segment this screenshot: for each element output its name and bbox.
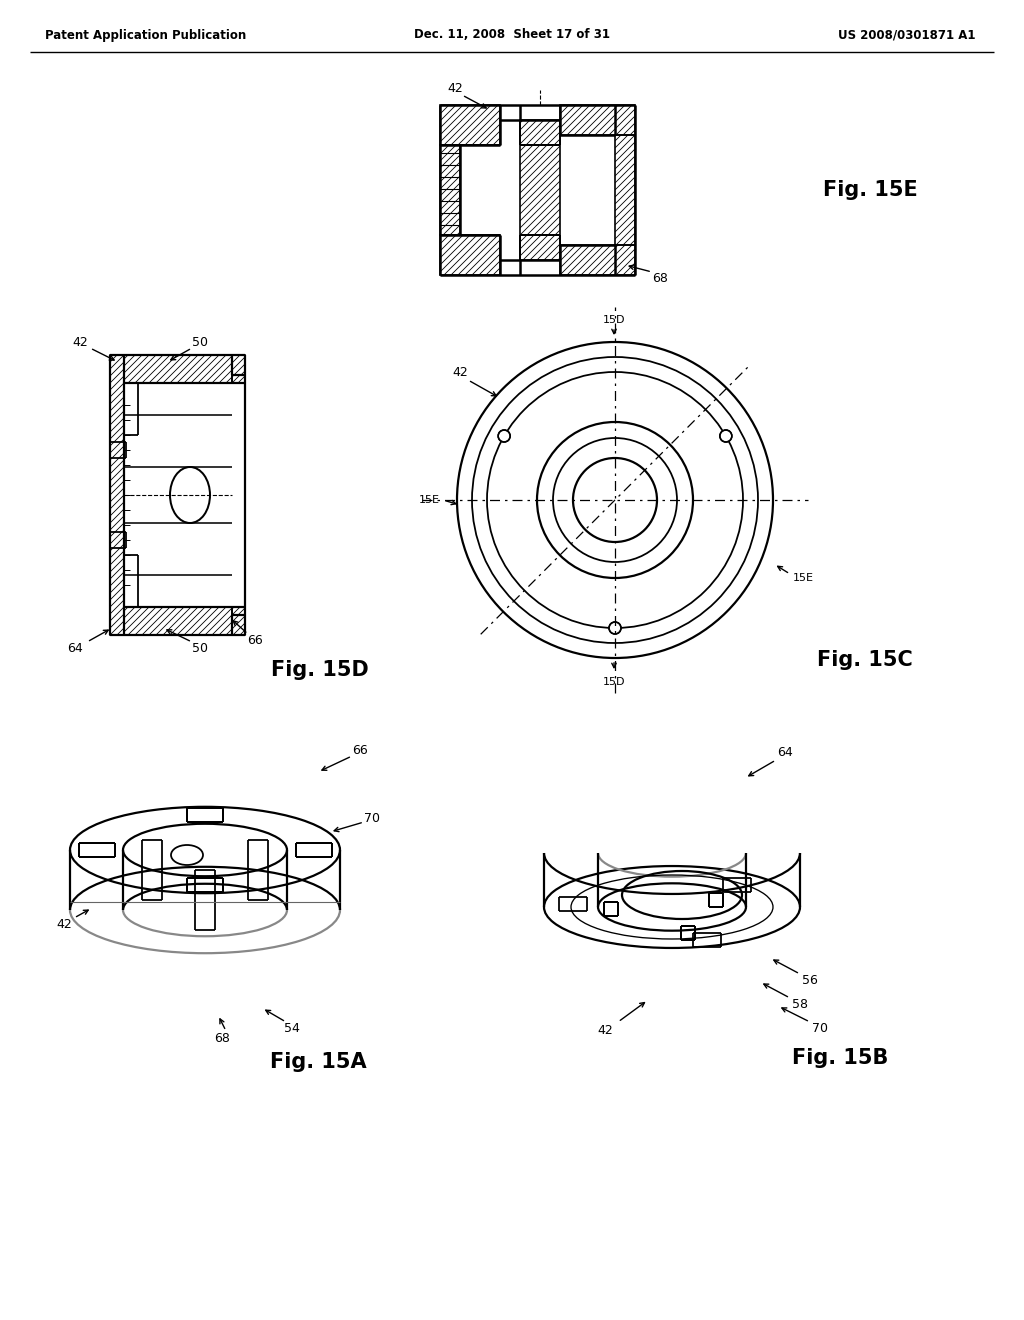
Text: 15D: 15D	[603, 315, 626, 325]
Text: 50: 50	[193, 335, 208, 348]
Text: 64: 64	[777, 746, 793, 759]
Text: 66: 66	[247, 634, 263, 647]
Text: Fig. 15D: Fig. 15D	[271, 660, 369, 680]
Text: 64: 64	[68, 642, 83, 655]
Text: Fig. 15C: Fig. 15C	[817, 649, 912, 671]
Text: Fig. 15B: Fig. 15B	[792, 1048, 888, 1068]
Text: 15E: 15E	[793, 573, 814, 583]
Text: Patent Application Publication: Patent Application Publication	[45, 29, 246, 41]
Text: 58: 58	[792, 998, 808, 1011]
Text: 42: 42	[453, 366, 468, 379]
Text: 50: 50	[193, 642, 208, 655]
Ellipse shape	[498, 430, 510, 442]
Text: 15D: 15D	[603, 677, 626, 686]
Text: 68: 68	[652, 272, 668, 285]
Text: US 2008/0301871 A1: US 2008/0301871 A1	[838, 29, 975, 41]
Text: 42: 42	[447, 82, 463, 95]
Text: 70: 70	[812, 1022, 828, 1035]
Text: 66: 66	[352, 743, 368, 756]
Text: 15E: 15E	[419, 495, 440, 506]
Ellipse shape	[720, 430, 732, 442]
Ellipse shape	[609, 622, 621, 634]
Text: 68: 68	[214, 1031, 230, 1044]
Text: 42: 42	[597, 1023, 613, 1036]
Text: Fig. 15E: Fig. 15E	[822, 180, 918, 201]
Text: Dec. 11, 2008  Sheet 17 of 31: Dec. 11, 2008 Sheet 17 of 31	[414, 29, 610, 41]
Text: 42: 42	[56, 917, 72, 931]
Text: 42: 42	[72, 335, 88, 348]
Text: 56: 56	[802, 974, 818, 986]
Text: 70: 70	[364, 812, 380, 825]
Text: 54: 54	[284, 1022, 300, 1035]
Text: Fig. 15A: Fig. 15A	[269, 1052, 367, 1072]
